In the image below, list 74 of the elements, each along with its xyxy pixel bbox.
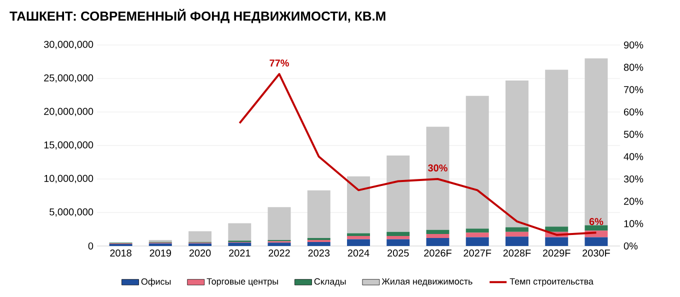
bar <box>426 230 450 234</box>
x-tick-label: 2025 <box>388 250 409 257</box>
y-tick-label: 30,000,000 <box>44 40 94 50</box>
bar <box>505 80 528 228</box>
y2-tick-label: 60% <box>624 108 644 116</box>
x-tick-label: 2019 <box>150 250 172 257</box>
x-tick-label: 2022 <box>268 250 290 257</box>
y-tick-label: 25,000,000 <box>44 74 94 83</box>
bar <box>188 231 212 242</box>
bar <box>545 70 568 227</box>
y-tick-label: 5,000,000 <box>50 208 94 217</box>
bar <box>466 237 489 246</box>
y2-tick-label: 10% <box>624 220 644 228</box>
x-tick-label: 2030F <box>582 250 610 257</box>
y2-tick-label: 40% <box>624 153 644 160</box>
y2-tick-label: 20% <box>624 198 644 205</box>
bar <box>426 126 450 230</box>
bar <box>228 242 252 246</box>
data-label: 77% <box>270 60 289 67</box>
bar <box>347 233 370 236</box>
bar <box>386 236 410 240</box>
y2-tick-label: 70% <box>624 86 644 94</box>
bar <box>426 234 450 238</box>
x-tick-label: 2026F <box>424 250 452 257</box>
bar <box>545 226 568 232</box>
bar <box>466 96 489 229</box>
bar <box>347 239 370 246</box>
x-tick-label: 2029F <box>542 250 570 257</box>
bar <box>505 236 528 246</box>
x-tick-label: 2028F <box>503 250 531 257</box>
chart-title: ТАШКЕНТ: СОВРЕМЕННЫЙ ФОНД НЕДВИЖИМОСТИ, КВ.М <box>10 8 386 24</box>
x-tick-label: 2024 <box>348 250 370 257</box>
bar <box>347 176 370 234</box>
legend-label: Жилая недвижимость <box>382 278 472 286</box>
bar <box>505 227 528 232</box>
bar <box>505 232 528 237</box>
data-label: 6% <box>589 218 604 226</box>
legend-label: Склады <box>314 278 346 286</box>
bar <box>466 228 489 233</box>
y-tick-label: 0 <box>88 242 94 250</box>
bar <box>148 243 172 246</box>
bar <box>307 190 330 238</box>
x-tick-label: 2018 <box>110 250 132 257</box>
legend-label: Торговые центры <box>206 278 278 286</box>
bar <box>466 232 489 238</box>
x-tick-label: 2020 <box>189 250 211 257</box>
legend-label: Офисы <box>141 278 171 287</box>
bar <box>228 223 252 241</box>
bar <box>268 242 291 246</box>
legend-label: Темп строительства <box>510 278 594 286</box>
y2-tick-label: 0% <box>624 242 638 250</box>
x-tick-label: 2027F <box>464 250 492 257</box>
y-tick-label: 10,000,000 <box>44 174 94 184</box>
bar <box>386 156 410 232</box>
bar <box>584 225 608 231</box>
x-tick-label: 2023 <box>308 250 330 257</box>
y2-tick-label: 80% <box>624 64 644 71</box>
x-tick-label: 2021 <box>229 250 250 257</box>
bar <box>426 238 450 246</box>
y2-tick-label: 90% <box>624 41 644 49</box>
bar <box>188 243 212 246</box>
y2-tick-label: 50% <box>624 130 644 138</box>
y-tick-label: 20,000,000 <box>44 108 94 116</box>
bar <box>386 232 410 236</box>
y2-tick-label: 30% <box>624 175 644 183</box>
bar <box>347 236 370 240</box>
y-tick-label: 15,000,000 <box>44 141 94 150</box>
data-label: 30% <box>428 164 448 172</box>
bar <box>386 239 410 246</box>
bar <box>545 237 568 246</box>
bar <box>268 207 291 240</box>
bar <box>584 58 608 226</box>
bar <box>584 237 608 246</box>
bar <box>307 242 330 246</box>
